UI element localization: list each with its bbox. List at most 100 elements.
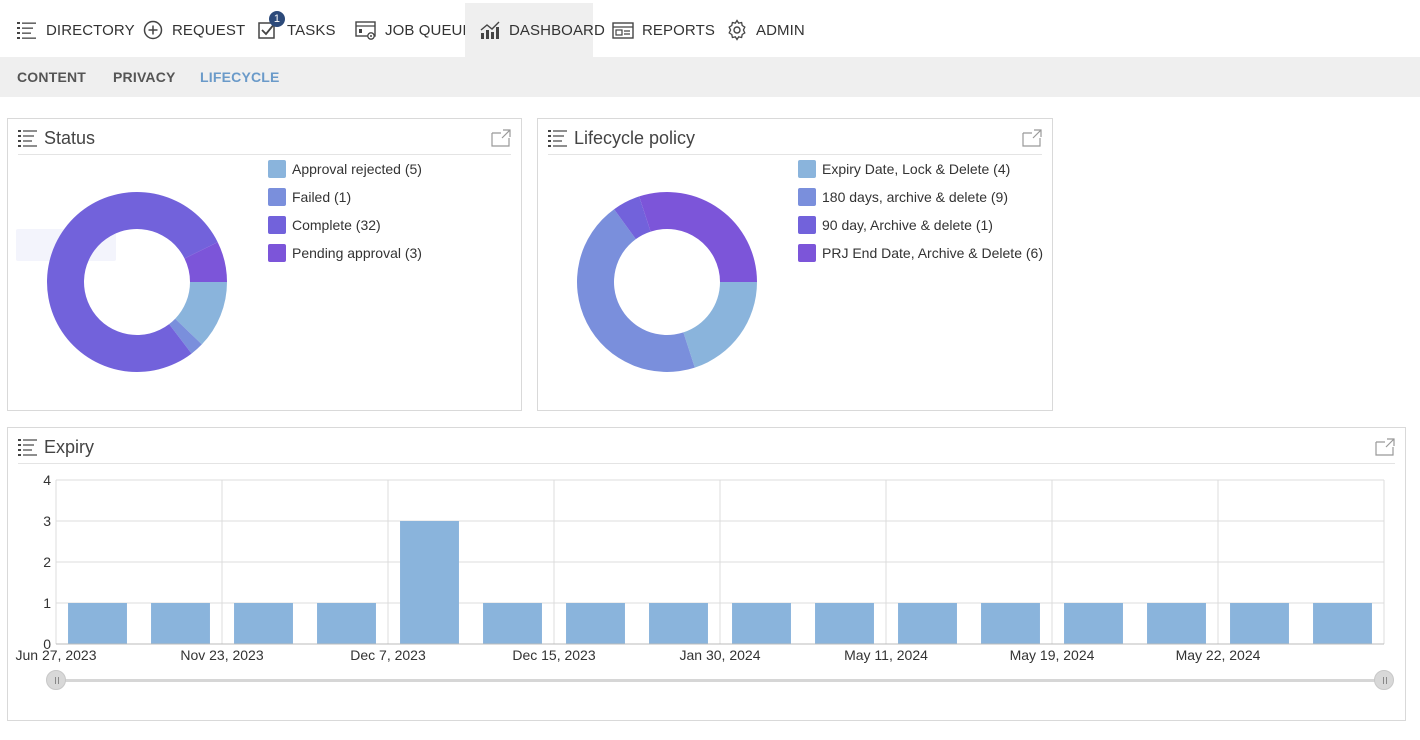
legend-swatch [798, 216, 816, 234]
donut-slice[interactable] [683, 282, 757, 368]
legend-swatch [798, 188, 816, 206]
nav-admin[interactable]: ADMIN [712, 3, 819, 57]
bar[interactable] [1230, 603, 1289, 644]
legend-item[interactable]: Pending approval (3) [268, 243, 422, 263]
x-tick-label: Dec 7, 2023 [350, 647, 426, 663]
list-icon [16, 19, 38, 41]
bar[interactable] [68, 603, 127, 644]
job-queue-icon [355, 19, 377, 41]
nav-reports[interactable]: REPORTS [598, 3, 729, 57]
legend-swatch [798, 160, 816, 178]
donut-slice[interactable] [175, 282, 227, 345]
range-slider-end-handle[interactable] [1374, 670, 1394, 690]
legend-label: Failed (1) [292, 189, 352, 205]
legend-label: Approval rejected (5) [292, 161, 422, 177]
nav-request[interactable]: REQUEST [128, 3, 259, 57]
legend-label: Expiry Date, Lock & Delete (4) [822, 161, 1011, 177]
x-tick-label: May 22, 2024 [1176, 647, 1261, 663]
nav-dashboard[interactable]: DASHBOARD [465, 3, 605, 57]
tab-lifecycle[interactable]: LIFECYCLE [200, 69, 280, 85]
legend-swatch [268, 188, 286, 206]
nav-label: JOB QUEUE [385, 21, 473, 39]
reports-icon [612, 19, 634, 41]
status-donut-chart [47, 191, 227, 372]
expand-icon[interactable] [491, 129, 511, 147]
tasks-badge: 1 [269, 11, 285, 27]
bar[interactable] [1064, 603, 1123, 644]
panel-header: Status [18, 127, 511, 155]
donut-slice[interactable] [639, 192, 757, 282]
legend-item[interactable]: PRJ End Date, Archive & Delete (6) [798, 243, 1043, 263]
legend-item[interactable]: Failed (1) [268, 187, 351, 207]
panel-title: Status [44, 128, 96, 148]
list-icon [548, 130, 567, 147]
bar[interactable] [483, 603, 542, 644]
x-tick-label: May 19, 2024 [1010, 647, 1095, 663]
bar[interactable] [732, 603, 791, 644]
gear-icon [726, 19, 748, 41]
nav-label: REPORTS [642, 21, 715, 39]
x-tick-label: Jun 27, 2023 [16, 647, 97, 663]
bar[interactable] [898, 603, 957, 644]
legend-swatch [798, 244, 816, 262]
nav-label: REQUEST [172, 21, 246, 39]
bar[interactable] [649, 603, 708, 644]
bar[interactable] [234, 603, 293, 644]
expiry-panel: Expiry 0 1 2 3 4 Jun 27, 2023 Nov 23, 2023 Dec … [7, 427, 1406, 721]
legend-label: Complete (32) [292, 217, 381, 233]
nav-job-queue[interactable]: JOB QUEUE [341, 3, 487, 57]
legend-swatch [268, 244, 286, 262]
bar-chart-icon [479, 19, 501, 41]
expand-icon[interactable] [1375, 438, 1395, 456]
bar[interactable] [566, 603, 625, 644]
x-tick-label: Dec 15, 2023 [512, 647, 595, 663]
nav-label: DASHBOARD [509, 21, 605, 39]
legend-item[interactable]: 180 days, archive & delete (9) [798, 187, 1008, 207]
status-legend: Approval rejected (5) Failed (1) Complet… [268, 159, 508, 279]
legend-label: Pending approval (3) [292, 245, 422, 261]
range-slider-track[interactable] [56, 679, 1384, 682]
bar[interactable] [317, 603, 376, 644]
main-nav: DIRECTORY REQUEST 1 TASKS JOB QUEUE DASH… [0, 0, 1420, 57]
legend-item[interactable]: Expiry Date, Lock & Delete (4) [798, 159, 1010, 179]
panel-header: Lifecycle policy [548, 127, 1042, 155]
sub-nav: CONTENT PRIVACY LIFECYCLE [0, 57, 1420, 97]
tab-content[interactable]: CONTENT [17, 69, 87, 85]
plus-circle-icon [142, 19, 164, 41]
donut-slice[interactable] [184, 242, 227, 282]
y-tick-label: 1 [43, 595, 51, 611]
x-tick-label: Jan 30, 2024 [680, 647, 761, 663]
bar[interactable] [151, 603, 210, 644]
bar[interactable] [1313, 603, 1372, 644]
nav-label: ADMIN [756, 21, 805, 39]
lifecycle-donut-chart [576, 192, 757, 373]
donut-slice[interactable] [169, 318, 202, 354]
list-icon [18, 439, 37, 456]
panel-title: Lifecycle policy [574, 128, 696, 148]
range-slider-start-handle[interactable] [46, 670, 66, 690]
donut-slice[interactable] [47, 191, 218, 372]
nav-label: TASKS [287, 21, 336, 39]
y-tick-label: 3 [43, 513, 51, 529]
bar[interactable] [815, 603, 874, 644]
legend-item[interactable]: 90 day, Archive & delete (1) [798, 215, 993, 235]
legend-item[interactable]: Complete (32) [268, 215, 381, 235]
expand-icon[interactable] [1022, 129, 1042, 147]
list-icon [18, 130, 37, 147]
legend-label: 90 day, Archive & delete (1) [822, 217, 993, 233]
donut-slice[interactable] [614, 196, 651, 240]
y-tick-label: 2 [43, 554, 51, 570]
legend-label: PRJ End Date, Archive & Delete (6) [822, 245, 1043, 261]
bar[interactable] [981, 603, 1040, 644]
nav-directory[interactable]: DIRECTORY [2, 3, 149, 57]
status-panel: Status Approval rejected (5) Failed (1) … [7, 118, 522, 411]
nav-tasks[interactable]: 1 TASKS [243, 3, 350, 57]
bar[interactable] [400, 521, 459, 644]
legend-item[interactable]: Approval rejected (5) [268, 159, 422, 179]
tab-privacy[interactable]: PRIVACY [113, 69, 176, 85]
legend-label: 180 days, archive & delete (9) [822, 189, 1008, 205]
legend-swatch [268, 216, 286, 234]
bar[interactable] [1147, 603, 1206, 644]
panel-header: Expiry [18, 436, 1395, 464]
donut-slice[interactable] [576, 209, 695, 373]
